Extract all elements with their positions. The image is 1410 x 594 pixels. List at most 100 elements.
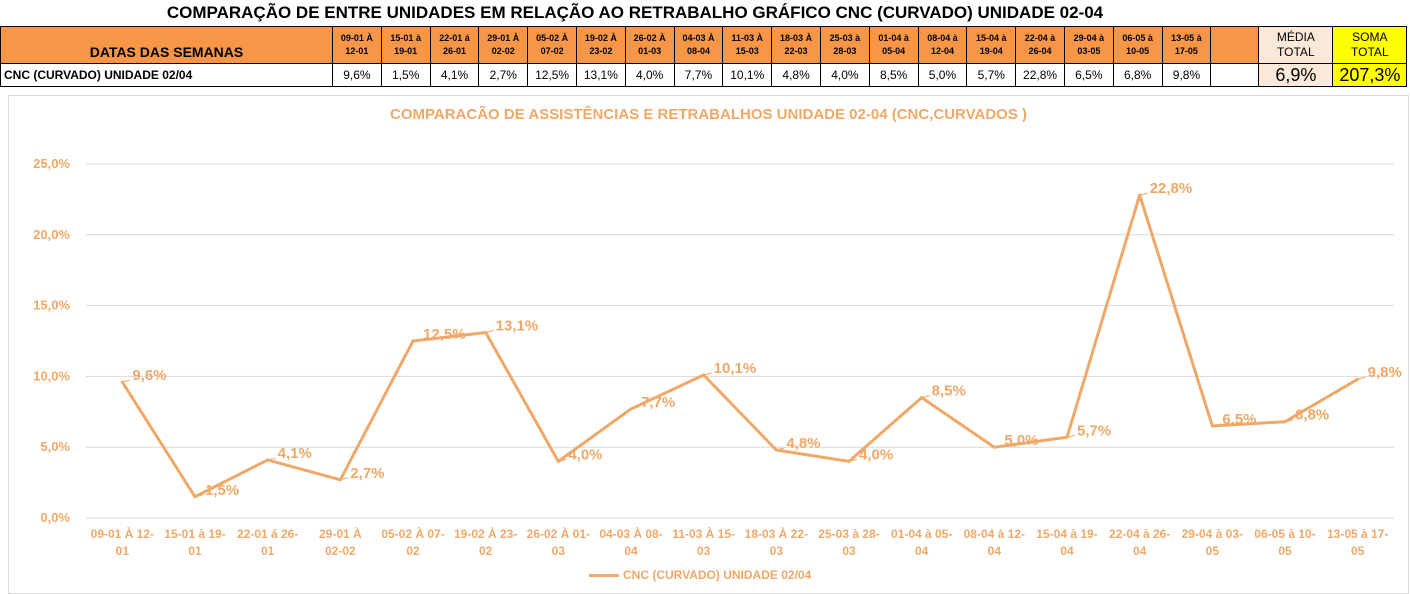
week-header: 19-02 À 23-02 [575, 26, 626, 64]
line-chart: 0,0% 5,0% 10,0% 15,0% 20,0% 25,0% 09-01 À 12- 0… [33, 156, 1402, 558]
x-tick-label: 06-05 à 10- [1254, 527, 1315, 541]
data-label: 10,1% [714, 360, 757, 377]
chart-title: COMPARACÃO DE ASSISTÊNCIAS E RETRABALHOS… [389, 106, 1027, 123]
week-header-line: 01-03 [638, 46, 662, 56]
data-label-leader [1357, 376, 1366, 380]
week-header: 15-01 à 19-01 [380, 26, 431, 64]
media-total-header-line: TOTAL [1277, 45, 1315, 59]
data-label-leader [1212, 423, 1221, 427]
week-header-line: 19-02 À [584, 33, 617, 43]
soma-total-header-line: TOTAL [1351, 45, 1389, 59]
week-header-line: 15-03 [735, 46, 759, 56]
week-header-line: 05-04 [882, 46, 906, 56]
header-label: DATAS DAS SEMANAS [0, 26, 333, 64]
week-header-line: 09-01 À [340, 33, 373, 43]
week-header-line: 26-01 [442, 46, 466, 56]
data-label: 4,0% [859, 446, 893, 463]
week-value: 12,5% [527, 63, 577, 87]
week-header-line: 06-05 à [1122, 33, 1153, 43]
week-header: 01-04 à 05-04 [868, 26, 919, 64]
week-header: 15-04 à 19-04 [966, 26, 1017, 64]
week-header-line: 26-02 À [633, 33, 666, 43]
x-tick-label: 03 [842, 544, 856, 558]
x-tick-label: 18-03 À 22- [745, 526, 808, 541]
data-label: 22,8% [1150, 180, 1193, 197]
data-label-leader [412, 338, 422, 342]
week-value: 4,8% [771, 63, 821, 87]
data-label: 5,0% [1004, 432, 1038, 449]
data-label-leader [848, 458, 858, 462]
x-tick-label: 04 [915, 544, 929, 558]
x-tick-label: 13-05 à 17- [1327, 527, 1388, 541]
data-label-leader [776, 447, 785, 451]
data-label: 9,6% [132, 367, 166, 384]
weekly-data-table: DATAS DAS SEMANAS 09-01 À 12-01 15-01 à 19-… [0, 26, 1408, 87]
x-tick-label: 04 [988, 544, 1002, 558]
x-tick-label: 01 [261, 544, 275, 558]
data-point [1138, 193, 1142, 197]
week-header-line: 26-04 [1028, 46, 1052, 56]
week-header: 29-04 à 03-05 [1063, 26, 1114, 64]
week-header: 13-05 à 17-05 [1161, 26, 1212, 64]
week-header: 08-04 à 12-04 [917, 26, 968, 64]
x-tick-label: 05-02 À 07- [381, 526, 444, 541]
x-tick-label: 03 [552, 544, 566, 558]
week-header-line: 12-04 [930, 46, 954, 56]
data-label-leader [1139, 192, 1148, 196]
week-value: 4,0% [624, 63, 675, 87]
data-label: 4,0% [568, 446, 602, 463]
data-label-leader [921, 395, 930, 399]
y-tick-label: 5,0% [40, 439, 70, 454]
data-label-leader [267, 457, 276, 461]
x-tick-label: 29-01 À [319, 526, 362, 541]
legend: CNC (CURVADO) UNIDADE 02/04 [589, 568, 811, 582]
x-tick-label: 26-02 À 01- [527, 526, 590, 541]
week-header-line: 08-04 [686, 46, 710, 56]
x-tick-label: 01-04 à 05- [891, 527, 952, 541]
week-header-line: 29-04 à [1073, 33, 1105, 43]
data-label-leader [485, 330, 494, 333]
week-header: 18-03 À 22-03 [771, 26, 821, 64]
x-tick-label: 04 [624, 544, 638, 558]
week-header-line: 28-03 [833, 46, 857, 56]
week-header-line: 15-04 à [975, 33, 1007, 43]
week-header: 04-03 À 08-04 [673, 26, 724, 64]
blank-value-cell [1210, 63, 1260, 87]
y-tick-label: 10,0% [33, 368, 70, 383]
week-header-line: 25-03 à [829, 33, 861, 43]
week-value: 6,8% [1112, 63, 1163, 87]
x-tick-label: 04 [1060, 544, 1074, 558]
week-header: 29-01 À 02-02 [478, 26, 529, 64]
data-label-leader [558, 458, 567, 462]
week-value: 5,7% [966, 63, 1017, 87]
data-label: 6,5% [1222, 411, 1256, 428]
x-tick-label: 05 [1351, 544, 1365, 558]
week-header-line: 19-01 [394, 46, 418, 56]
data-label: 6,8% [1295, 407, 1329, 424]
y-tick-label: 25,0% [33, 156, 70, 171]
media-total-header: MÉDIA TOTAL [1258, 26, 1334, 64]
week-header-line: 19-04 [979, 46, 1003, 56]
week-header: 25-03 à 28-03 [819, 26, 870, 64]
x-tick-label: 09-01 À 12- [91, 526, 154, 541]
week-header-line: 17-05 [1174, 46, 1198, 56]
x-tick-label: 11-03 À 15- [672, 526, 735, 541]
x-tick-label: 04 [1133, 544, 1147, 558]
blank-header-cell [1210, 26, 1260, 64]
report-title: COMPARAÇÃO DE ENTRE UNIDADES EM RELAÇÃO … [166, 3, 1104, 22]
week-value: 4,0% [819, 63, 870, 87]
week-header: 06-05 à 10-05 [1112, 26, 1163, 64]
data-label: 13,1% [496, 318, 539, 335]
legend-swatch [589, 573, 619, 577]
week-header-line: 22-01 á [439, 33, 470, 43]
week-header: 26-02 À 01-03 [624, 26, 675, 64]
chart-area: COMPARACÃO DE ASSISTÊNCIAS E RETRABALHOS… [8, 95, 1409, 594]
x-tick-label: 19-02 À 23- [454, 526, 517, 541]
week-value: 6,5% [1063, 63, 1114, 87]
week-value: 22,8% [1015, 63, 1065, 87]
week-value: 5,0% [917, 63, 968, 87]
x-tick-label: 03 [697, 544, 711, 558]
x-tick-label: 22-04 à 26- [1109, 527, 1170, 541]
week-value: 10,1% [722, 63, 773, 87]
week-header: 05-02 À 07-02 [527, 26, 577, 64]
